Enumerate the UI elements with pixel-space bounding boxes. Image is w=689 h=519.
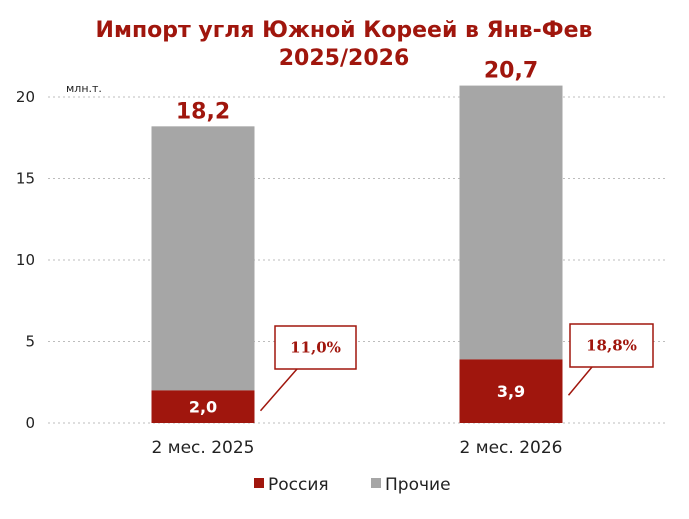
- legend-swatch-others: [371, 478, 381, 488]
- total-value-label: 20,7: [484, 59, 538, 84]
- x-category-label: 2 мес. 2025: [152, 438, 255, 458]
- russia-value-label: 3,9: [497, 382, 525, 401]
- y-tick-label: 10: [16, 251, 35, 269]
- bar-others: [151, 126, 255, 391]
- x-axis-categories: 2 мес. 2025 2 мес. 2026: [152, 438, 563, 458]
- chart-title-line-2: 2025/2026: [279, 46, 410, 71]
- russia-value-label: 2,0: [189, 398, 217, 417]
- bar-russia: [151, 390, 255, 423]
- gridlines: [48, 96, 666, 424]
- x-category-label: 2 мес. 2026: [460, 438, 563, 458]
- total-value-label: 18,2: [176, 99, 230, 124]
- y-tick-label: 15: [16, 170, 35, 188]
- share-label: 11,0%: [290, 339, 341, 357]
- bar-russia: [459, 359, 563, 423]
- callout-leader: [259, 368, 298, 412]
- share-callout-box: [569, 323, 654, 368]
- y-tick-label: 20: [16, 88, 35, 106]
- legend-label-russia: Россия: [268, 475, 329, 495]
- chart-title-line-1: Импорт угля Южной Кореей в Янв-Фев: [96, 18, 593, 43]
- legend-swatch-russia: [254, 478, 264, 488]
- unit-label: млн.т.: [66, 82, 102, 95]
- share-callout-box: [274, 325, 357, 370]
- legend-label-others: Прочие: [385, 475, 451, 495]
- callout-leader: [567, 366, 593, 396]
- share-callouts: 11,0% 18,8%: [259, 323, 654, 412]
- bar-others: [459, 85, 563, 360]
- y-tick-label: 5: [25, 333, 35, 351]
- y-tick-label: 0: [25, 414, 35, 432]
- bars: 2,0 18,2 3,9 20,7: [151, 59, 563, 423]
- y-axis-ticks: 0 5 10 15 20: [16, 88, 35, 432]
- legend: Россия Прочие: [254, 475, 451, 495]
- share-label: 18,8%: [586, 337, 637, 355]
